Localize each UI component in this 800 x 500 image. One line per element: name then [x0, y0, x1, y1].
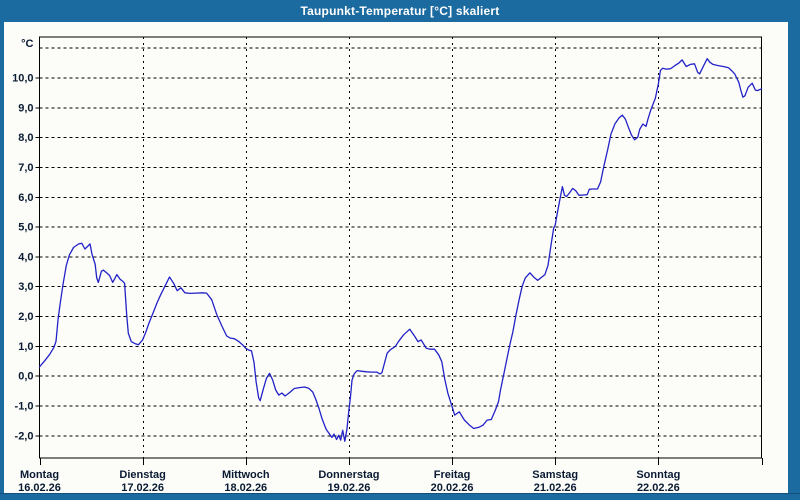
window-titlebar: Taupunkt-Temperatur [°C] skaliert — [0, 0, 800, 22]
x-day-label: Freitag — [434, 469, 471, 481]
x-day-label: Dienstag — [119, 469, 165, 481]
dewpoint-temperature-chart: °C 10,0 9,0 8,0 7,0 6,0 5,0 4,0 3,0 2,0 1,0 0,0 -1,0… — [12, 36, 763, 494]
y-tick-label: 0,0 — [18, 371, 33, 383]
y-tick-label: -1,0 — [15, 401, 34, 413]
x-date-label: 22.02.26 — [637, 482, 680, 493]
x-day-label: Samstag — [532, 469, 578, 481]
window-title: Taupunkt-Temperatur [°C] skaliert — [300, 4, 500, 18]
x-date-label: 21.02.26 — [534, 482, 577, 493]
y-tick-label: 10,0 — [12, 73, 33, 85]
y-tick-label: 5,0 — [18, 222, 33, 234]
y-tick-label: 8,0 — [18, 132, 33, 144]
chart-panel: °C 10,0 9,0 8,0 7,0 6,0 5,0 4,0 3,0 2,0 1,0 0,0 -1,0… — [4, 22, 788, 494]
y-tick-label: 6,0 — [18, 192, 33, 204]
x-date-label: 17.02.26 — [121, 482, 164, 493]
y-tick-label: 1,0 — [18, 341, 33, 353]
x-date-label: 16.02.26 — [18, 482, 61, 493]
series-line — [38, 58, 763, 442]
x-day-label: Mittwoch — [222, 469, 270, 481]
x-day-label: Montag — [20, 469, 59, 481]
window-bottombar — [0, 493, 800, 500]
x-date-label: 18.02.26 — [224, 482, 267, 493]
y-axis-unit-label: °C — [21, 38, 33, 50]
x-day-label: Sonntag — [636, 469, 680, 481]
y-tick-label: 7,0 — [18, 162, 33, 174]
y-tick-label: 9,0 — [18, 102, 33, 114]
y-tick-label: 4,0 — [18, 251, 33, 263]
y-tick-label: 3,0 — [18, 281, 33, 293]
y-tick-label: 2,0 — [18, 311, 33, 323]
x-day-label: Donnerstag — [318, 469, 379, 481]
plot-border — [38, 36, 763, 459]
x-date-label: 19.02.26 — [328, 482, 371, 493]
x-date-label: 20.02.26 — [431, 482, 474, 493]
y-tick-label: -2,0 — [15, 430, 34, 442]
